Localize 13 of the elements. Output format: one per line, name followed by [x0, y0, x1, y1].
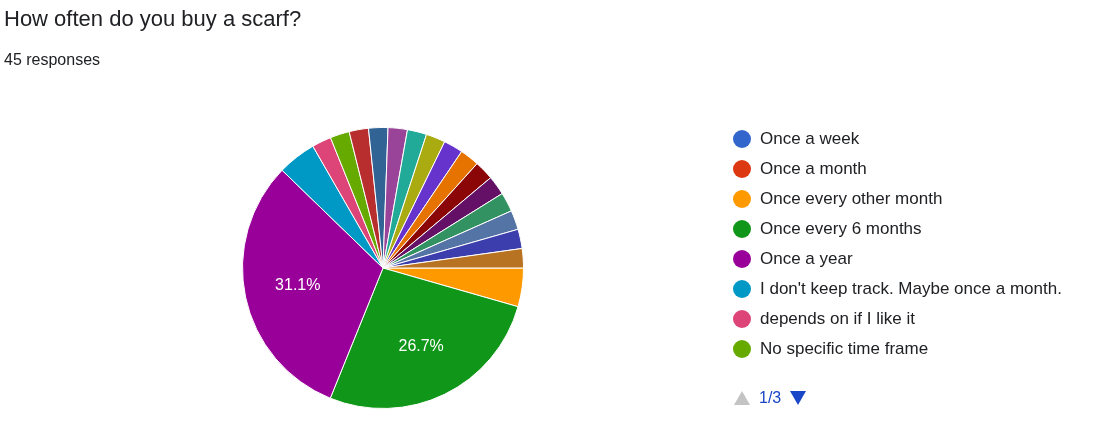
data-label: 26.7%	[398, 336, 444, 354]
legend-label: Once a week	[760, 129, 860, 149]
chart-title: How often do you buy a scarf?	[4, 6, 302, 32]
legend-label: Once a month	[760, 159, 867, 179]
legend-label: No specific time frame	[760, 339, 929, 359]
text: 45 responses	[4, 51, 101, 69]
legend-label: Once every other month	[760, 189, 943, 209]
legend-label: I don't keep track. Maybe once a month.	[760, 279, 1062, 299]
legend-label: depends on if I like it	[760, 309, 915, 329]
data-label: 31.1%	[275, 276, 321, 294]
legend-label: Once a year	[760, 249, 853, 269]
text: 1/3	[759, 389, 782, 407]
legend-label: Once every 6 months	[760, 219, 922, 239]
